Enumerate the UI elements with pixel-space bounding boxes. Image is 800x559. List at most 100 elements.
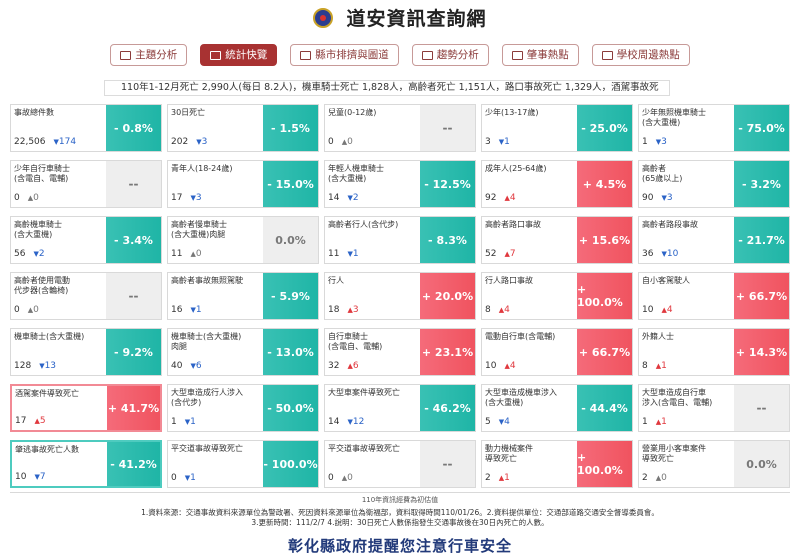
arrow-up-icon: ▲ [504, 194, 510, 202]
school-icon [601, 50, 613, 60]
stat-label: 高齡者使用電動 代步器(含輪椅) [14, 276, 70, 295]
stat-card[interactable]: 電動自行車(含電輔) 10 ▲4 + 66.7% [481, 328, 633, 376]
tab-2[interactable]: 縣市排擠與圖道 [290, 44, 399, 66]
stat-delta-value: 174 [58, 137, 77, 147]
stat-card[interactable]: 平交道事故導致死亡 0 ▼1 - 100.0% [167, 440, 319, 488]
stat-label: 機車騎士(含大重機) 肉腿 [171, 332, 242, 351]
stat-info: 高齡者事故無照駕駛 16 ▼1 [168, 273, 263, 319]
stat-card[interactable]: 行人路口事故 8 ▲4 + 100.0% [481, 272, 633, 320]
stat-label: 外籍人士 [642, 332, 674, 341]
stat-percent: - 5.9% [263, 273, 318, 319]
stat-card[interactable]: 青年人(18-24歲) 17 ▼3 - 15.0% [167, 160, 319, 208]
stat-card[interactable]: 少年無照機車騎士 (含大重機) 1 ▼3 - 75.0% [638, 104, 790, 152]
stat-card[interactable]: 事故總件數 22,506 ▼174 - 0.8% [10, 104, 162, 152]
stat-card[interactable]: 高齡者路口事故 52 ▲7 + 15.6% [481, 216, 633, 264]
stat-card[interactable]: 高齡者行人(含代步) 11 ▼1 - 8.3% [324, 216, 476, 264]
stat-card[interactable]: 高齡者事故無照駕駛 16 ▼1 - 5.9% [167, 272, 319, 320]
stat-delta-value: 4 [509, 193, 516, 203]
stat-card[interactable]: 大型車造成機車涉入 (含大重機) 5 ▼4 - 44.4% [481, 384, 633, 432]
tab-5[interactable]: 學校周邊熱點 [591, 44, 690, 66]
stat-card[interactable]: 高齡者 (65歲以上) 90 ▼3 - 3.2% [638, 160, 790, 208]
stat-card[interactable]: 外籍人士 8 ▲1 + 14.3% [638, 328, 790, 376]
stat-card[interactable]: 動力機械案件 導致死亡 2 ▲1 + 100.0% [481, 440, 633, 488]
stat-card[interactable]: 自行車騎士 (含電自、電輔) 32 ▲6 + 23.1% [324, 328, 476, 376]
arrow-down-icon: ▼ [190, 362, 196, 370]
stat-card[interactable]: 大型車造成行人涉入 (含代步) 1 ▼1- 50.0% [167, 384, 319, 432]
stat-card[interactable]: 高齡者路段事故 36 ▼10 - 21.7% [638, 216, 790, 264]
stat-label: 自行車騎士 (含電自、電輔) [328, 332, 383, 351]
stat-info: 平交道事故導致死亡 0 ▲0 [325, 441, 420, 487]
stat-card[interactable]: 少年自行車騎士 (含電自、電輔) 0 ▲0 -- [10, 160, 162, 208]
stat-info: 機車騎士(含大重機) 128 ▼13 [11, 329, 106, 375]
stat-delta: ▲0 [28, 193, 39, 203]
arrow-down-icon: ▼ [347, 250, 353, 258]
stat-card[interactable]: 平交道事故導致死亡 0 ▲0 -- [324, 440, 476, 488]
source-notes: 1.資料來源：交通事故資料來源單位為警政署、死因資料來源單位為衛福部，資料取得時… [0, 508, 800, 528]
stat-delta: ▲1 [656, 361, 667, 371]
stat-numbers: 11 ▲0 [171, 249, 202, 259]
stat-delta-value: 3 [666, 193, 673, 203]
arrow-up-icon: ▲ [504, 362, 510, 370]
arrow-down-icon: ▼ [39, 362, 45, 370]
stat-card[interactable]: 少年(13-17歲) 3 ▼1 - 25.0% [481, 104, 633, 152]
tab-1[interactable]: 統計快覽 [200, 44, 278, 66]
stat-delta: ▼174 [54, 137, 77, 147]
stat-label: 平交道事故導致死亡 [171, 444, 243, 453]
stat-info: 高齡者行人(含代步) 11 ▼1 [325, 217, 420, 263]
stat-value: 5 [485, 417, 491, 427]
divider [10, 492, 790, 493]
stat-numbers: 0 ▲0 [14, 193, 39, 203]
stat-info: 30日死亡 202 ▼3 [168, 105, 263, 151]
arrow-down-icon: ▼ [661, 194, 667, 202]
stat-numbers: 17 ▼3 [171, 193, 202, 203]
stat-delta: ▼1 [347, 249, 358, 259]
stat-delta-value: 3 [195, 193, 202, 203]
arrow-flat-icon: ▲ [27, 194, 34, 202]
tab-3[interactable]: 趨勢分析 [411, 44, 489, 66]
arrow-up-icon: ▲ [347, 362, 353, 370]
stat-card[interactable]: 大型車造成自行車 涉入(含電自、電輔) 1 ▲1 -- [638, 384, 790, 432]
stat-card[interactable]: 高齡者使用電動 代步器(含輪椅) 0 ▲0 -- [10, 272, 162, 320]
stat-value: 36 [642, 249, 654, 259]
stat-card[interactable]: 機車騎士(含大重機) 肉腿 40 ▼6 - 13.0% [167, 328, 319, 376]
stat-delta: ▼4 [499, 417, 510, 427]
stat-info: 機車騎士(含大重機) 肉腿 40 ▼6 [168, 329, 263, 375]
stat-info: 少年自行車騎士 (含電自、電輔) 0 ▲0 [11, 161, 106, 207]
stat-card[interactable]: 兒童(0-12歲) 0 ▲0 -- [324, 104, 476, 152]
stat-card[interactable]: 機車騎士(含大重機) 128 ▼13 - 9.2% [10, 328, 162, 376]
arrow-up-icon: ▲ [498, 474, 505, 482]
stat-delta: ▲4 [661, 305, 672, 315]
stat-label: 大型車造成機車涉入 (含大重機) [485, 388, 557, 407]
stat-card[interactable]: 30日死亡 202 ▼3 - 1.5% [167, 104, 319, 152]
tab-0[interactable]: 主題分析 [110, 44, 188, 66]
stat-card[interactable]: 營業用小客車案件 導致死亡 2 ▲0 0.0% [638, 440, 790, 488]
stat-label: 自小客駕駛人 [642, 276, 690, 285]
stat-value: 92 [485, 193, 497, 203]
stat-delta-value: 2 [352, 193, 359, 203]
stat-delta-value: 4 [504, 305, 510, 315]
stat-numbers: 0 ▲0 [328, 473, 353, 483]
stat-delta: ▼1 [190, 305, 201, 315]
stat-label: 高齡機車騎士 (含大重機) [14, 220, 62, 239]
stat-card[interactable]: 行人 18 ▲3 + 20.0% [324, 272, 476, 320]
stat-card[interactable]: 肇逃事故死亡人數 10 ▼7 - 41.2% [10, 440, 162, 488]
stat-info: 營業用小客車案件 導致死亡 2 ▲0 [639, 441, 734, 487]
stat-numbers: 14 ▼2 [328, 193, 359, 203]
stat-card[interactable]: 自小客駕駛人 10 ▲4 + 66.7% [638, 272, 790, 320]
stat-card[interactable]: 酒駕案件導致死亡 17 ▲5 + 41.7% [10, 384, 162, 432]
page-title: 道安資訊查詢網 [346, 8, 487, 30]
stat-label: 酒駕案件導致死亡 [15, 389, 79, 398]
stat-delta-value: 5 [39, 416, 46, 426]
tab-4[interactable]: 肇事熱點 [501, 44, 579, 66]
stat-card[interactable]: 年輕人機車騎士 (含大重機) 14 ▼2 - 12.5% [324, 160, 476, 208]
stat-card[interactable]: 成年人(25-64歲) 92 ▲4 + 4.5% [481, 160, 633, 208]
stat-percent: - 12.5% [420, 161, 475, 207]
stat-numbers: 128 ▼13 [14, 361, 56, 371]
stat-card[interactable]: 大型車案件導致死亡 14 ▼12 - 46.2% [324, 384, 476, 432]
stat-percent: - 21.7% [734, 217, 789, 263]
stat-value: 32 [328, 361, 340, 371]
arrow-up-icon: ▲ [347, 306, 353, 314]
stat-card[interactable]: 高齡者慢車騎士 (含大重機)肉腿 11 ▲0 0.0% [167, 216, 319, 264]
tab-bar: 主題分析 統計快覽 縣市排擠與圖道 趨勢分析 肇事熱點 學校周邊熱點 [0, 44, 800, 66]
stat-card[interactable]: 高齡機車騎士 (含大重機) 56 ▼2 - 3.4% [10, 216, 162, 264]
